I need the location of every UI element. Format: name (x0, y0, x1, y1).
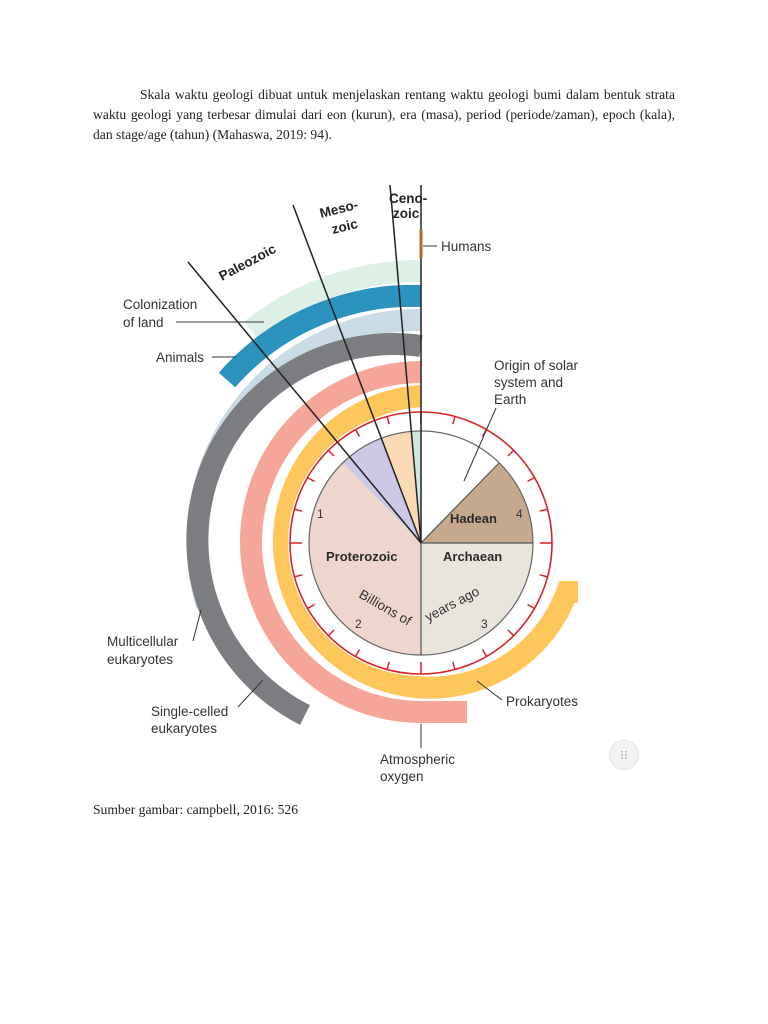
time-tick (539, 508, 548, 512)
figure-caption: Sumber gambar: campbell, 2016: 526 (93, 802, 298, 817)
proterozoic-wedge (309, 463, 421, 655)
time-tick (294, 508, 303, 512)
single-celled-eukaryotes-arc (186, 333, 423, 725)
collapse-icon: ⁝⁝ (620, 748, 628, 762)
time-tick (307, 476, 315, 483)
cenozoic-boundary-line (389, 184, 422, 544)
time-tick (386, 416, 390, 425)
archaean-label: Archaean (443, 549, 502, 564)
paleozoic-wedge (343, 438, 421, 543)
tick-number-1: 1 (317, 507, 324, 521)
paleozoic-boundary-line (187, 261, 422, 544)
time-ticks (290, 412, 552, 674)
time-tick (327, 629, 335, 637)
cenozoic-label-line2: zoic (393, 206, 420, 221)
mesozoic-label-line2: zoic (330, 216, 360, 237)
time-tick (354, 649, 361, 657)
cenozoic-label-line1: Ceno- (389, 191, 427, 206)
time-tick (481, 649, 488, 657)
single-celled-leader (237, 679, 264, 708)
colonization-of-land-arc (244, 259, 422, 339)
time-tick (354, 429, 361, 437)
time-tick (307, 603, 315, 610)
time-tick (507, 449, 515, 457)
tick-number-3: 3 (481, 617, 488, 631)
origin-label-line3: Earth (494, 392, 526, 407)
pre-eon-wedge (421, 431, 499, 543)
hadean-wedge (421, 463, 533, 543)
time-tick (386, 661, 390, 670)
time-tick (527, 603, 535, 610)
hadean-label: Hadean (450, 511, 497, 526)
animals-label: Animals (156, 350, 204, 365)
time-tick (327, 449, 335, 457)
origin-label-line1: Origin of solar (494, 358, 579, 373)
atmospheric-oxygen-arc (240, 361, 467, 723)
origin-label-line2: system and (494, 375, 563, 390)
time-tick (452, 661, 456, 670)
geologic-time-clock-figure: Paleozoic Meso- zoic Ceno- zoic Humans C… (107, 184, 579, 784)
time-tick (452, 416, 456, 425)
colonization-label-line2: of land (123, 315, 164, 330)
multicellular-label-line2: eukaryotes (107, 652, 173, 667)
mesozoic-boundary-line (292, 204, 422, 544)
time-tick (539, 574, 548, 578)
intro-paragraph: Skala waktu geologi dibuat untuk menjela… (93, 85, 675, 145)
time-tick (294, 574, 303, 578)
intro-paragraph-text: Skala waktu geologi dibuat untuk menjela… (93, 87, 675, 142)
tick-number-4: 4 (516, 507, 523, 521)
oxygen-label-line1: Atmospheric (380, 752, 455, 767)
mesozoic-wedge (382, 431, 421, 543)
single-celled-label-line1: Single-celled (151, 704, 228, 719)
multicellular-leader (192, 609, 202, 642)
oxygen-label-line2: oxygen (380, 769, 424, 784)
collapse-button[interactable]: ⁝⁝ (609, 740, 639, 770)
single-celled-label-line2: eukaryotes (151, 721, 217, 736)
tick-number-2: 2 (355, 617, 362, 631)
prokaryotes-leader (476, 680, 503, 701)
paleozoic-label: Paleozoic (216, 241, 278, 284)
prokaryotes-label: Prokaryotes (506, 694, 578, 709)
animals-arc (218, 284, 422, 388)
colonization-label-line1: Colonization (123, 297, 197, 312)
multicellular-label-line1: Multicellular (107, 634, 179, 649)
origin-leader (463, 407, 497, 482)
archaean-wedge (421, 543, 533, 655)
eon-divider-hadean (420, 462, 500, 544)
humans-label: Humans (441, 239, 492, 254)
time-tick (527, 476, 535, 483)
time-tick (507, 629, 515, 637)
proterozoic-label: Proterozoic (326, 549, 398, 564)
